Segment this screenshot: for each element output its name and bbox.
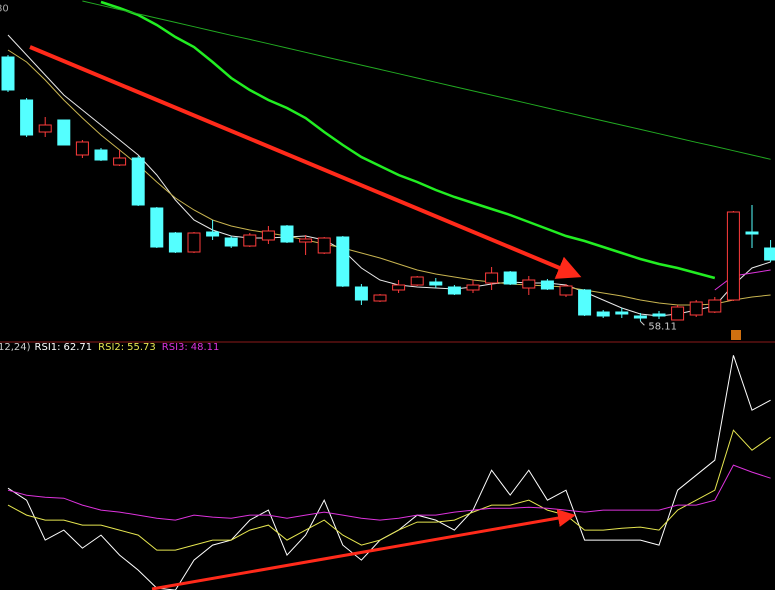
candle-body xyxy=(652,313,666,317)
candle-body xyxy=(578,289,592,316)
candle-body xyxy=(354,286,368,301)
line-series xyxy=(7,429,771,551)
candle-body xyxy=(150,207,164,248)
candle-body xyxy=(243,234,257,247)
line-series xyxy=(100,0,716,280)
legend-name: RSI2: xyxy=(98,342,124,353)
line-series xyxy=(7,464,771,521)
trend-arrow xyxy=(29,45,582,279)
legend-name: RSI3: xyxy=(162,342,188,353)
legend-value: 48.11 xyxy=(191,342,220,353)
candle-body xyxy=(206,231,220,237)
line-series xyxy=(7,34,771,317)
candle-body xyxy=(38,124,52,133)
overlay: 80 12,24) RSI1:62.71 RSI2:55.73 RSI3:48.11 xyxy=(0,4,219,353)
candle-body xyxy=(224,237,238,247)
candle-body xyxy=(503,271,517,285)
candle-body xyxy=(94,149,108,161)
low-label: 58.11 xyxy=(648,321,677,332)
candle-body xyxy=(596,311,610,317)
candle-body xyxy=(261,230,275,241)
candle-body xyxy=(168,232,182,253)
candle-body xyxy=(671,306,685,321)
icon xyxy=(731,330,741,340)
candle-body xyxy=(485,272,499,284)
candle-body xyxy=(559,285,573,296)
candle-body xyxy=(410,276,424,286)
candle-body xyxy=(75,141,89,156)
candle-body xyxy=(522,279,536,289)
candle-body xyxy=(745,231,759,235)
candle-body xyxy=(1,56,15,91)
y-tick-label: 80 xyxy=(0,4,9,15)
candle-body xyxy=(466,284,480,291)
candle-body xyxy=(336,236,350,287)
legend-value: 55.73 xyxy=(127,342,156,353)
candle-body xyxy=(317,237,331,254)
price-panel: 58.11 xyxy=(1,0,775,332)
candle-body xyxy=(187,232,201,253)
candle-body xyxy=(113,157,127,166)
candle-body xyxy=(689,301,703,316)
candle-body xyxy=(633,315,647,319)
indicator-params: 12,24) xyxy=(0,342,31,353)
candle-body xyxy=(20,99,34,136)
candle-body xyxy=(373,294,387,302)
legend-value: 62.71 xyxy=(64,342,93,353)
candle-body xyxy=(131,157,145,206)
candle-body xyxy=(299,238,313,243)
line-series xyxy=(714,269,771,291)
candle-body xyxy=(280,225,294,243)
line-series xyxy=(82,0,771,160)
candle-body xyxy=(447,286,461,295)
rsi-panel xyxy=(7,355,771,590)
candle-body xyxy=(726,211,740,301)
low-leader xyxy=(640,320,645,326)
trend-arrow xyxy=(151,509,576,590)
candle-body xyxy=(57,119,71,146)
candle-body xyxy=(708,299,722,313)
candle-body xyxy=(540,280,554,290)
candle-body xyxy=(392,284,406,291)
legend-name: RSI1: xyxy=(35,342,61,353)
candle-body xyxy=(764,247,775,261)
candle-body xyxy=(429,281,443,286)
candle-body xyxy=(615,311,629,315)
